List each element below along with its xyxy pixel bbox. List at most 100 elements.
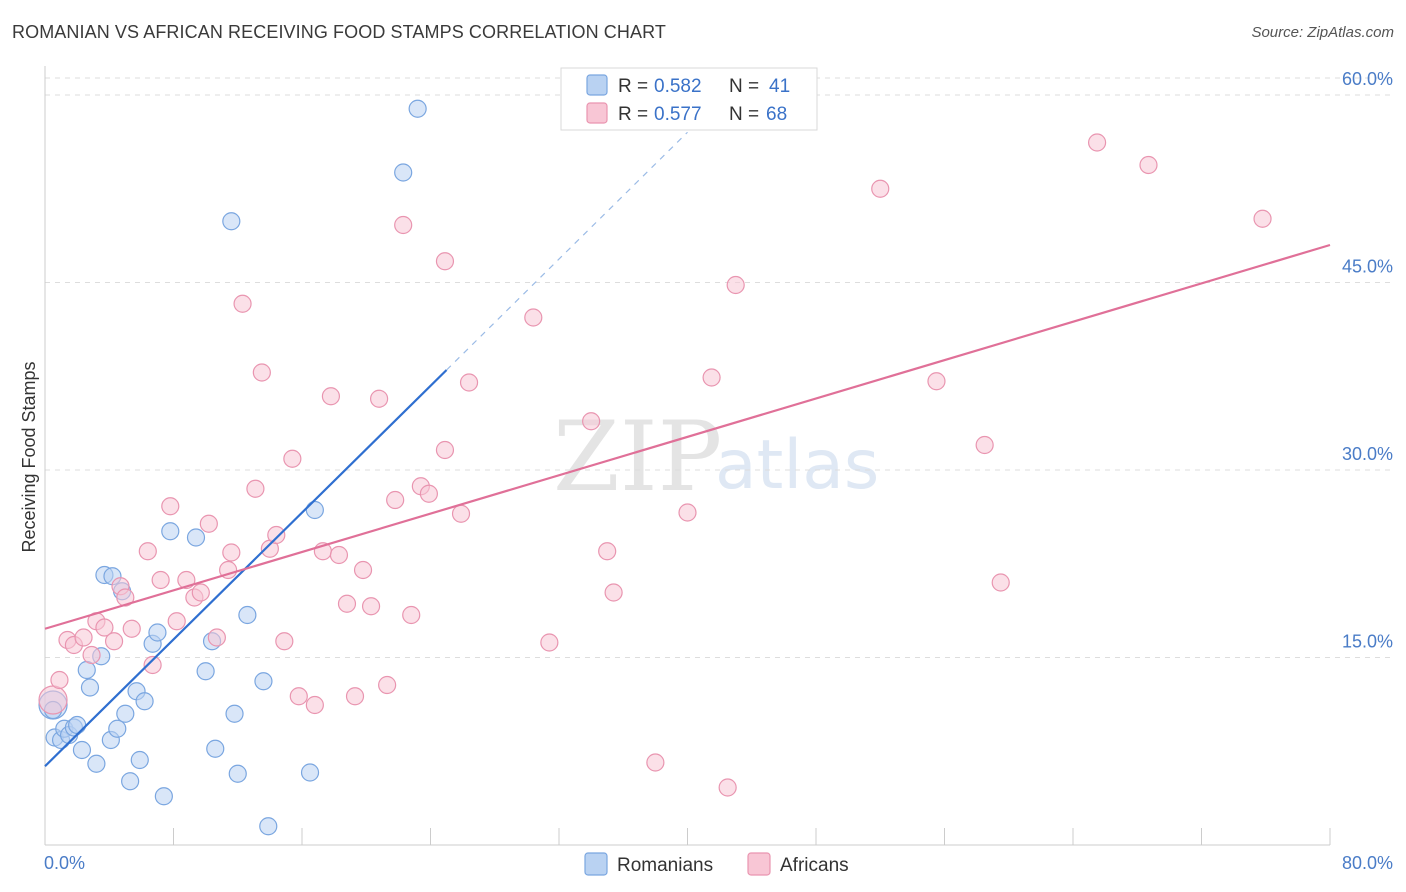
y-tick-label-2: 45.0% <box>1342 257 1393 277</box>
african-point-32 <box>305 695 324 715</box>
african-point-64 <box>991 573 1010 592</box>
african-point-46 <box>419 484 438 503</box>
romanian-point-19 <box>121 772 140 791</box>
romanian-point-27 <box>186 528 206 547</box>
chart-title: ROMANIAN VS AFRICAN RECEIVING FOOD STAMP… <box>12 22 666 42</box>
african-point-62 <box>927 372 946 391</box>
romanian-point-39 <box>394 163 413 182</box>
watermark-atlas: atlas <box>715 426 879 505</box>
african-point-54 <box>598 542 617 561</box>
african-point-31 <box>289 687 308 706</box>
legend-africans-n-label: N = <box>729 104 759 125</box>
african-point-36 <box>337 594 357 613</box>
romanian-point-22 <box>135 692 154 711</box>
african-point-25 <box>246 479 265 498</box>
african-point-8 <box>104 632 124 651</box>
african-point-67 <box>1253 209 1272 228</box>
african-point-21 <box>207 628 226 647</box>
african-point-13 <box>143 655 162 675</box>
legend-swatch-romanians <box>586 74 608 96</box>
y-tick-label-1: 30.0% <box>1342 444 1393 464</box>
african-point-12 <box>138 542 157 561</box>
african-point-57 <box>678 503 697 522</box>
african-point-0 <box>38 685 68 715</box>
series-label-romanians: Romanians <box>617 855 713 876</box>
series-legend: Romanians Africans <box>584 852 849 876</box>
romanian-point-37 <box>300 763 320 782</box>
african-point-65 <box>1087 133 1107 152</box>
african-point-15 <box>161 497 180 516</box>
legend-africans-r-value: 0.577 <box>654 104 702 125</box>
romanian-point-25 <box>154 787 173 806</box>
african-point-20 <box>199 514 218 533</box>
african-point-19 <box>191 583 210 602</box>
african-point-29 <box>275 632 294 651</box>
series-label-africans: Africans <box>780 855 849 876</box>
african-point-41 <box>378 675 397 695</box>
series-swatch-romanians <box>584 852 608 876</box>
series-swatch-africans <box>747 852 771 876</box>
african-point-5 <box>82 645 101 665</box>
legend-romanians-r-label: R = <box>618 76 648 97</box>
african-point-53 <box>582 412 601 431</box>
watermark: ZIP atlas <box>553 401 879 513</box>
correlation-legend: R = 0.582 N = 41 R = 0.577 N = 68 <box>560 67 818 131</box>
romanian-point-21 <box>130 750 149 770</box>
african-point-16 <box>167 612 186 631</box>
african-point-14 <box>151 570 170 590</box>
romanian-point-16 <box>108 719 127 738</box>
romanian-point-34 <box>238 605 257 625</box>
african-point-37 <box>345 687 365 706</box>
romanian-trend-extension <box>446 131 688 371</box>
y-tick-label-3: 60.0% <box>1342 69 1393 89</box>
romanian-point-30 <box>206 739 225 758</box>
african-point-26 <box>252 363 271 382</box>
african-point-10 <box>116 588 135 607</box>
african-point-63 <box>975 435 994 455</box>
source-credit: Source: ZipAtlas.com <box>1251 24 1394 41</box>
african-point-47 <box>435 252 455 271</box>
y-axis-title: Receiving Food Stamps <box>19 361 39 552</box>
african-point-55 <box>604 583 623 602</box>
legend-africans-r-label: R = <box>618 104 648 125</box>
african-point-7 <box>95 618 114 637</box>
romanian-point-36 <box>259 817 278 836</box>
romanian-point-31 <box>222 212 241 231</box>
romanian-point-8 <box>72 740 92 760</box>
romanian-point-11 <box>87 754 106 773</box>
x-tick-label-max: 80.0% <box>1342 853 1393 873</box>
romanian-point-24 <box>148 623 167 642</box>
african-point-66 <box>1139 155 1158 175</box>
african-point-59 <box>718 778 737 797</box>
african-point-56 <box>646 753 665 772</box>
african-point-51 <box>524 308 543 327</box>
african-point-38 <box>353 560 373 580</box>
romanian-point-9 <box>77 660 96 680</box>
african-point-44 <box>402 605 421 625</box>
african-point-61 <box>871 179 890 198</box>
african-point-35 <box>329 545 349 565</box>
romanian-point-26 <box>161 522 180 541</box>
y-tick-labels: 15.0% 30.0% 45.0% 60.0% <box>1342 69 1393 652</box>
romanian-point-7 <box>68 715 87 735</box>
romanian-point-10 <box>80 678 100 697</box>
african-point-50 <box>459 373 479 392</box>
african-point-58 <box>702 368 721 387</box>
romanian-point-32 <box>225 704 244 723</box>
y-tick-label-0: 15.0% <box>1342 632 1393 652</box>
romanian-point-40 <box>408 99 427 118</box>
african-point-24 <box>233 294 252 313</box>
legend-romanians-r-value: 0.582 <box>654 76 702 97</box>
african-point-4 <box>74 628 93 647</box>
african-point-11 <box>122 619 141 638</box>
african-point-30 <box>283 449 302 468</box>
x-tick-label-min: 0.0% <box>44 853 85 873</box>
african-point-40 <box>370 389 389 408</box>
legend-romanians-n-value: 41 <box>769 76 790 97</box>
legend-africans-n-value: 68 <box>766 104 787 125</box>
african-point-42 <box>386 490 405 510</box>
african-point-43 <box>394 215 413 235</box>
african-point-60 <box>726 275 745 295</box>
romanian-point-28 <box>196 662 215 681</box>
